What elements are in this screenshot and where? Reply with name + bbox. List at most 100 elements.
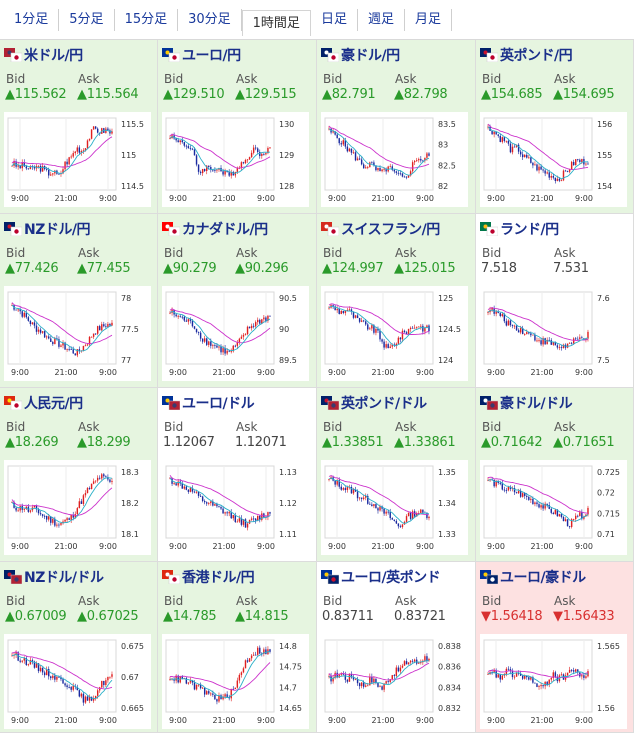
- price-chart[interactable]: 9:00 21:00 9:00 0.725 0.72 0.715 0.71: [480, 460, 627, 555]
- pair-tile[interactable]: 人民元/円 Bid Ask ▲18.269 ▲18.299 9:00 21:00 9…: [0, 388, 158, 562]
- y-tick-label: 14.7: [279, 683, 297, 692]
- pair-name[interactable]: 豪ドル/ドル: [500, 396, 573, 412]
- price-chart[interactable]: 9:00 21:00 9:00 1.565 1.56: [480, 634, 627, 729]
- candle-body: [424, 327, 426, 332]
- pair-name[interactable]: 豪ドル/円: [341, 48, 400, 64]
- candle-body: [92, 126, 95, 130]
- pair-header[interactable]: ユーロ/豪ドル: [480, 568, 586, 586]
- pair-header[interactable]: NZドル/円: [4, 220, 90, 238]
- candle-body: [507, 140, 510, 144]
- tab-4[interactable]: 1時間足: [241, 9, 311, 36]
- pair-header[interactable]: ユーロ/円: [162, 46, 241, 64]
- pair-tile[interactable]: ユーロ/円 Bid Ask ▲129.510 ▲129.515 9:00 21:0…: [158, 40, 317, 214]
- tab-2[interactable]: 15分足: [115, 8, 179, 31]
- candle-body: [228, 512, 230, 514]
- pair-name[interactable]: NZドル/円: [24, 222, 90, 238]
- pair-header[interactable]: ランド/円: [480, 220, 559, 238]
- pair-header[interactable]: 豪ドル/ドル: [480, 394, 573, 412]
- price-chart[interactable]: 9:00 21:00 9:00 0.675 0.67 0.665: [4, 634, 151, 729]
- pair-header[interactable]: 米ドル/円: [4, 46, 83, 64]
- candle-body: [358, 158, 361, 160]
- candle-body: [336, 309, 338, 311]
- pair-tile[interactable]: NZドル/円 Bid Ask ▲77.426 ▲77.455 9:00 21:00…: [0, 214, 158, 388]
- pair-tile[interactable]: ユーロ/ドル Bid Ask 1.12067 1.12071 9:00 21:00…: [158, 388, 317, 562]
- pair-name[interactable]: ユーロ/ドル: [182, 396, 255, 412]
- candle-body: [185, 145, 188, 147]
- price-chart[interactable]: 9:00 21:00 9:00 78 77.5 77: [4, 286, 151, 381]
- candle-body: [409, 171, 412, 176]
- pair-header[interactable]: 人民元/円: [4, 394, 83, 412]
- candle-body: [538, 340, 540, 342]
- pair-tile[interactable]: 英ポンド/ドル Bid Ask ▲1.33851 ▲1.33861 9:00 21…: [317, 388, 476, 562]
- pair-header[interactable]: カナダドル/円: [162, 220, 268, 238]
- pair-header[interactable]: ユーロ/英ポンド: [321, 568, 441, 586]
- price-chart[interactable]: 9:00 21:00 9:00 1.35 1.34 1.33: [321, 460, 468, 555]
- pair-tile[interactable]: 豪ドル/円 Bid Ask ▲82.791 ▲82.798 9:00 21:00 9…: [317, 40, 476, 214]
- pair-name[interactable]: ユーロ/円: [182, 48, 241, 64]
- pair-tile[interactable]: ユーロ/豪ドル Bid Ask ▼1.56418 ▼1.56433 9:00 21…: [476, 562, 634, 733]
- candle-body: [556, 178, 559, 181]
- pair-name[interactable]: ユーロ/豪ドル: [500, 570, 586, 586]
- pair-tile[interactable]: NZドル/ドル Bid Ask ▲0.67009 ▲0.67025 9:00 21…: [0, 562, 158, 733]
- bid-value: ▲18.269: [5, 435, 59, 450]
- y-tick-label: 1.11: [279, 530, 297, 539]
- price-chart[interactable]: 9:00 21:00 9:00 115.5 115 114.5: [4, 112, 151, 207]
- pair-tile[interactable]: ランド/円 Bid Ask 7.518 7.531 9:00 21:00 9:00 7…: [476, 214, 634, 388]
- pair-name[interactable]: ユーロ/英ポンド: [341, 570, 441, 586]
- ma-long-line: [11, 302, 113, 344]
- pair-header[interactable]: 香港ドル/円: [162, 568, 255, 586]
- candle-body: [238, 674, 241, 681]
- tab-7[interactable]: 月足: [405, 8, 452, 31]
- candle-body: [257, 647, 259, 655]
- pair-tile[interactable]: 香港ドル/円 Bid Ask ▲14.785 ▲14.815 9:00 21:00…: [158, 562, 317, 733]
- pair-header[interactable]: 英ポンド/ドル: [321, 394, 427, 412]
- y-tick-label: 129: [279, 151, 294, 160]
- price-chart[interactable]: 9:00 21:00 9:00 18.3 18.2 18.1: [4, 460, 151, 555]
- pair-name[interactable]: 英ポンド/円: [500, 48, 573, 64]
- pair-name[interactable]: カナダドル/円: [182, 222, 268, 238]
- pair-header[interactable]: 英ポンド/円: [480, 46, 573, 64]
- pair-tile[interactable]: 米ドル/円 Bid Ask ▲115.562 ▲115.564 9:00 21:0…: [0, 40, 158, 214]
- candle-body: [401, 330, 404, 340]
- candle-body: [587, 331, 589, 339]
- pair-tile[interactable]: スイスフラン/円 Bid Ask ▲124.997 ▲125.015 9:00 2…: [317, 214, 476, 388]
- price-chart[interactable]: 9:00 21:00 9:00 83.5 83 82.5 82: [321, 112, 468, 207]
- price-chart[interactable]: 9:00 21:00 9:00 90.5 90 89.5: [162, 286, 309, 381]
- tab-6[interactable]: 週足: [358, 8, 405, 31]
- price-chart[interactable]: 9:00 21:00 9:00 0.838 0.836 0.834 0.832: [321, 634, 468, 729]
- pair-header[interactable]: 豪ドル/円: [321, 46, 400, 64]
- candle-body: [78, 501, 81, 509]
- price-chart[interactable]: 9:00 21:00 9:00 14.8 14.75 14.7 14.65: [162, 634, 309, 729]
- tab-1[interactable]: 5分足: [59, 8, 115, 31]
- candle-body: [244, 519, 247, 528]
- candle-body: [528, 677, 530, 680]
- pair-name[interactable]: 香港ドル/円: [182, 570, 255, 586]
- candle-body: [224, 171, 226, 175]
- pair-tile[interactable]: カナダドル/円 Bid Ask ▲90.279 ▲90.296 9:00 21:0…: [158, 214, 317, 388]
- price-chart[interactable]: 9:00 21:00 9:00 130 129 128: [162, 112, 309, 207]
- pair-name[interactable]: スイスフラン/円: [341, 222, 440, 238]
- pair-name[interactable]: NZドル/ドル: [24, 570, 104, 586]
- tab-0[interactable]: 1分足: [0, 8, 60, 31]
- pair-tile[interactable]: 豪ドル/ドル Bid Ask ▲0.71642 ▲0.71651 9:00 21:…: [476, 388, 634, 562]
- pair-name[interactable]: 人民元/円: [24, 396, 83, 412]
- tab-5[interactable]: 日足: [311, 8, 358, 31]
- price-chart[interactable]: 9:00 21:00 9:00 156 155 154: [480, 112, 627, 207]
- candle-body: [487, 480, 489, 482]
- pair-tile[interactable]: 英ポンド/円 Bid Ask ▲154.685 ▲154.695 9:00 21:…: [476, 40, 634, 214]
- pair-name[interactable]: ランド/円: [500, 222, 559, 238]
- pair-tile[interactable]: ユーロ/英ポンド Bid Ask 0.83711 0.83721 9:00 21:…: [317, 562, 476, 733]
- candle-body: [503, 137, 506, 142]
- pair-name[interactable]: 英ポンド/ドル: [341, 396, 427, 412]
- pair-header[interactable]: NZドル/ドル: [4, 568, 104, 586]
- ma-short-line: [487, 479, 589, 522]
- price-chart[interactable]: 9:00 21:00 9:00 7.6 7.5: [480, 286, 627, 381]
- price-chart[interactable]: 9:00 21:00 9:00 125 124.5 124: [321, 286, 468, 381]
- y-tick-label: 0.72: [597, 489, 615, 498]
- tab-3[interactable]: 30分足: [178, 8, 242, 31]
- price-chart[interactable]: 9:00 21:00 9:00 1.13 1.12 1.11: [162, 460, 309, 555]
- pair-name[interactable]: 米ドル/円: [24, 48, 83, 64]
- pair-header[interactable]: スイスフラン/円: [321, 220, 440, 238]
- pair-header[interactable]: ユーロ/ドル: [162, 394, 255, 412]
- candle-body: [216, 169, 218, 171]
